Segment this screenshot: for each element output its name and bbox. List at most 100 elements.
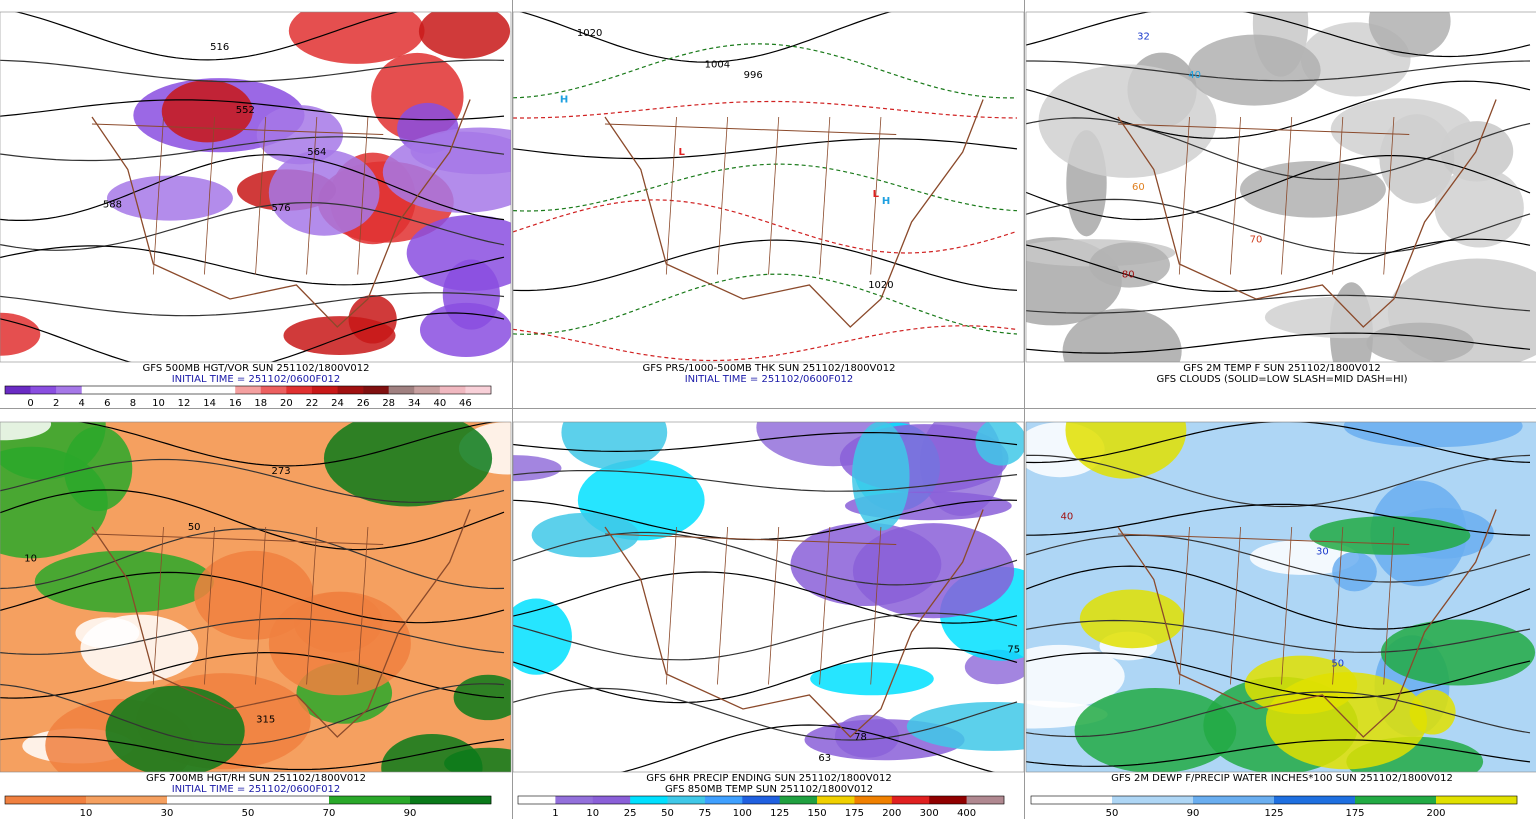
panel: 40 50 30 GFS 2M DEWP F/PRECIP WATER INCHES*… [1025, 421, 1536, 819]
colorbar-label: 50 [1106, 808, 1119, 819]
state-border [768, 526, 780, 685]
colorbar-label: 90 [1187, 808, 1200, 819]
contour-line [77, 422, 497, 467]
colorbar-label: 40 [433, 398, 446, 409]
state-border [1281, 116, 1293, 275]
colorbar-swatch [1436, 796, 1518, 804]
contour-line [0, 202, 505, 251]
map-label: 1004 [705, 60, 730, 71]
colorbar-swatch [1274, 796, 1356, 804]
colorbar-frame [4, 795, 492, 805]
colorbar-label: 125 [1264, 808, 1283, 819]
shaded-area [34, 550, 214, 613]
contour-line [0, 59, 505, 83]
panel: 32 40 60 70 80 GFS 2M TEMP F SUN 251102/1800V… [1025, 11, 1536, 385]
colorbar-swatch [311, 386, 338, 394]
shaded-area [852, 523, 1015, 619]
colorbar-swatch [235, 386, 262, 394]
contour-line [513, 163, 1018, 212]
panel: 10 50 273 315 GFS 700MB HGT/RH SUN 251102/18… [0, 421, 512, 819]
state-border [306, 116, 318, 275]
colorbar-swatch [518, 796, 556, 804]
caption: GFS 500MB HGT/VOR SUN 251102/1800V012 [143, 363, 370, 374]
colorbar-label: 70 [323, 808, 336, 819]
contour-line [1026, 422, 1531, 464]
shaded-area [810, 662, 934, 696]
colorbar-label: 10 [586, 808, 599, 819]
shaded-area [1244, 655, 1358, 715]
coastline [1117, 509, 1497, 738]
contour-line [513, 43, 1018, 99]
colorbar-label: 8 [130, 398, 136, 409]
colorbar-swatch [779, 796, 818, 804]
contour-line [0, 736, 505, 771]
coastline [91, 509, 471, 738]
map: 32 40 60 70 80 [1026, 12, 1536, 362]
state-border [1383, 116, 1395, 275]
state-border [255, 526, 267, 685]
map-frame [0, 421, 512, 773]
colorbar-label: 2 [53, 398, 59, 409]
contour-line [513, 138, 1018, 160]
colorbar-label: 4 [79, 398, 85, 409]
shaded-area [406, 215, 511, 291]
contour-line [513, 470, 1018, 492]
shaded-area [1239, 161, 1386, 218]
map-label: 70 [1250, 235, 1263, 246]
contour-line [0, 245, 505, 286]
state-border [357, 526, 369, 685]
state-border [152, 526, 164, 685]
map-label: 564 [307, 147, 326, 158]
shaded-area [105, 685, 245, 772]
map-label: 576 [272, 203, 291, 214]
colorbar-swatch [929, 796, 967, 804]
state-border [665, 116, 677, 275]
colorbar-label: 25 [624, 808, 637, 819]
contour-line [0, 683, 505, 746]
colorbar-swatch [158, 386, 185, 394]
colorbar-label: 100 [733, 808, 752, 819]
border [604, 123, 897, 135]
shaded-area [561, 422, 668, 470]
colorbar-swatch [337, 386, 364, 394]
colorbar-label: 10 [152, 398, 165, 409]
contour-line [0, 651, 505, 699]
shaded-area [419, 302, 511, 358]
map-label: 996 [744, 70, 763, 81]
caption: GFS 2M TEMP F SUN 251102/1800V012 [1183, 363, 1380, 374]
border [1117, 533, 1410, 545]
map-label: 516 [210, 42, 229, 53]
map-frame [1025, 11, 1536, 363]
contour-line [513, 432, 1018, 453]
colorbar-label: 200 [882, 808, 901, 819]
shaded-area [444, 747, 511, 772]
colorbar-swatch [854, 796, 893, 804]
shaded-area [410, 127, 511, 175]
shaded-area [1380, 619, 1536, 686]
colorbar-swatch [891, 796, 930, 804]
map-label: 30 [1316, 547, 1329, 558]
state-border [357, 116, 369, 275]
state-border [1178, 116, 1190, 275]
colorbar-swatch [667, 796, 706, 804]
map-label: 1020 [577, 28, 602, 39]
caption: GFS 6HR PRECIP ENDING SUN 251102/1800V01… [646, 773, 891, 784]
state-border [1178, 526, 1190, 685]
map-label: 552 [236, 105, 255, 116]
contour-line [513, 239, 1018, 292]
coastline [604, 509, 984, 738]
contour-line [1026, 565, 1531, 630]
colorbar-swatch [592, 796, 631, 804]
colorbar-label: 200 [1426, 808, 1445, 819]
colorbar-label: 28 [382, 398, 395, 409]
colorbar-label: 46 [459, 398, 472, 409]
map-frame [1025, 421, 1536, 773]
colorbar-swatch [817, 796, 855, 804]
shaded-area [1343, 422, 1523, 448]
colorbar-label: 150 [808, 808, 827, 819]
colorbar-swatch [30, 386, 57, 394]
contour-line [513, 571, 1018, 624]
shaded-area [80, 614, 199, 682]
map-label: 75 [1007, 645, 1020, 656]
